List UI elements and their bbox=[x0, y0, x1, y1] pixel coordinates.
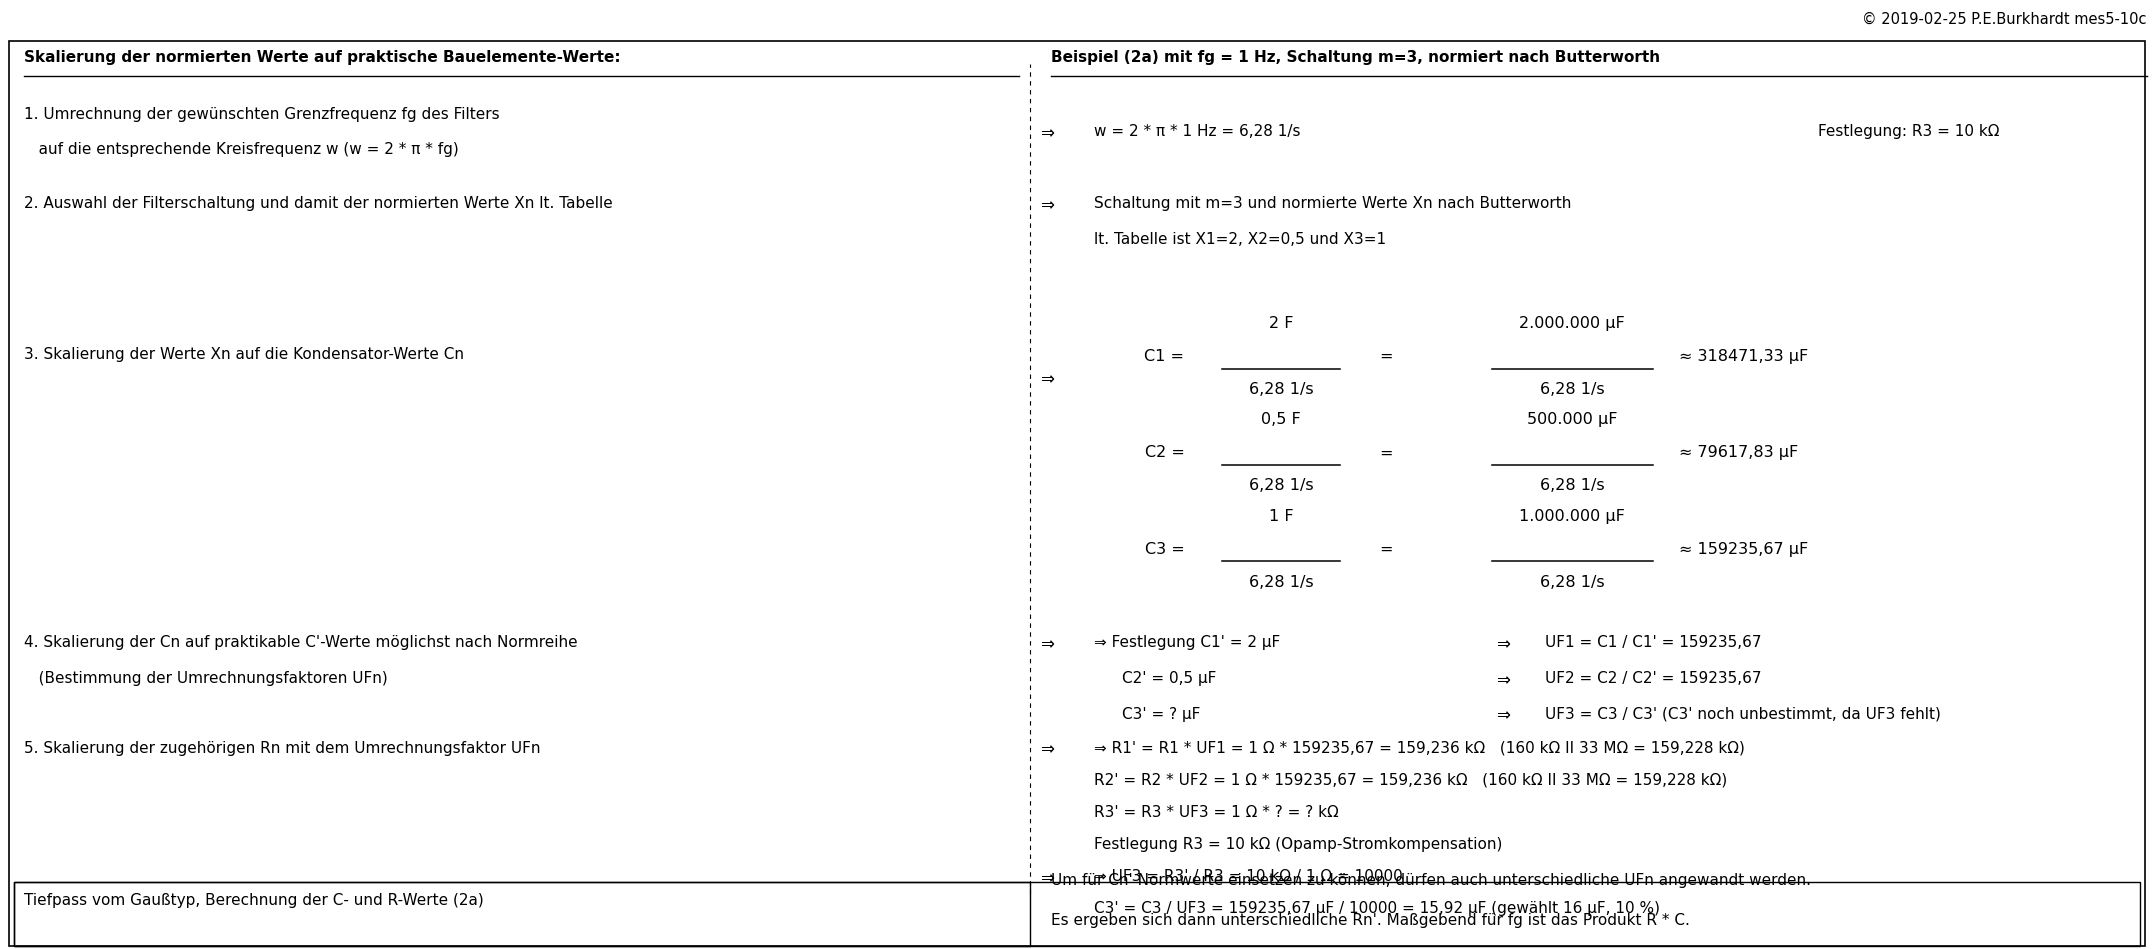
Text: C3 =: C3 = bbox=[1144, 542, 1185, 556]
Text: Festlegung R3 = 10 kΩ (Opamp-Stromkompensation): Festlegung R3 = 10 kΩ (Opamp-Stromkompen… bbox=[1094, 837, 1503, 852]
Text: ⇒: ⇒ bbox=[1495, 707, 1510, 725]
Text: © 2019-02-25 P.E.Burkhardt mes5-10c: © 2019-02-25 P.E.Burkhardt mes5-10c bbox=[1863, 12, 2148, 28]
Text: 6,28 1/s: 6,28 1/s bbox=[1540, 382, 1605, 397]
Text: C2' = 0,5 μF: C2' = 0,5 μF bbox=[1122, 671, 1217, 686]
Text: =: = bbox=[1379, 542, 1391, 556]
Text: 2.000.000 μF: 2.000.000 μF bbox=[1519, 316, 1624, 331]
Text: Es ergeben sich dann unterschiedliche Rn'. Maßgebend für fg ist das Produkt R * : Es ergeben sich dann unterschiedliche Rn… bbox=[1051, 913, 1691, 928]
Text: lt. Tabelle ist X1=2, X2=0,5 und X3=1: lt. Tabelle ist X1=2, X2=0,5 und X3=1 bbox=[1094, 233, 1387, 247]
Text: auf die entsprechende Kreisfrequenz w (w = 2 * π * fg): auf die entsprechende Kreisfrequenz w (w… bbox=[24, 142, 459, 158]
Text: 3. Skalierung der Werte Xn auf die Kondensator-Werte Cn: 3. Skalierung der Werte Xn auf die Konde… bbox=[24, 347, 465, 363]
Text: Um für Cn' Normwerte einsetzen zu können, dürfen auch unterschiedliche UFn angew: Um für Cn' Normwerte einsetzen zu können… bbox=[1051, 873, 1812, 887]
Text: ⇒: ⇒ bbox=[1040, 740, 1053, 758]
Text: Skalierung der normierten Werte auf praktische Bauelemente-Werte:: Skalierung der normierten Werte auf prak… bbox=[24, 50, 620, 65]
Text: (Bestimmung der Umrechnungsfaktoren UFn): (Bestimmung der Umrechnungsfaktoren UFn) bbox=[24, 671, 388, 686]
Text: Schaltung mit m=3 und normierte Werte Xn nach Butterworth: Schaltung mit m=3 und normierte Werte Xn… bbox=[1094, 196, 1572, 212]
Text: 6,28 1/s: 6,28 1/s bbox=[1540, 574, 1605, 589]
Text: w = 2 * π * 1 Hz = 6,28 1/s: w = 2 * π * 1 Hz = 6,28 1/s bbox=[1094, 124, 1301, 140]
Text: 6,28 1/s: 6,28 1/s bbox=[1249, 382, 1314, 397]
Text: C3' = ? μF: C3' = ? μF bbox=[1122, 707, 1200, 721]
Text: ≈ 159235,67 μF: ≈ 159235,67 μF bbox=[1678, 542, 1807, 556]
Text: 6,28 1/s: 6,28 1/s bbox=[1249, 574, 1314, 589]
Text: C1 =: C1 = bbox=[1144, 349, 1185, 364]
Text: ⇒ UF3 = R3' / R3 = 10 kΩ / 1 Ω = 10000: ⇒ UF3 = R3' / R3 = 10 kΩ / 1 Ω = 10000 bbox=[1094, 869, 1402, 884]
Text: R2' = R2 * UF2 = 1 Ω * 159235,67 = 159,236 kΩ   (160 kΩ II 33 MΩ = 159,228 kΩ): R2' = R2 * UF2 = 1 Ω * 159235,67 = 159,2… bbox=[1094, 772, 1728, 788]
Text: ⇒: ⇒ bbox=[1495, 635, 1510, 653]
Text: ≈ 79617,83 μF: ≈ 79617,83 μF bbox=[1678, 445, 1799, 460]
Text: UF2 = C2 / C2' = 159235,67: UF2 = C2 / C2' = 159235,67 bbox=[1544, 671, 1762, 686]
Text: 0,5 F: 0,5 F bbox=[1262, 412, 1301, 427]
Text: 5. Skalierung der zugehörigen Rn mit dem Umrechnungsfaktor UFn: 5. Skalierung der zugehörigen Rn mit dem… bbox=[24, 740, 541, 755]
Text: R3' = R3 * UF3 = 1 Ω * ? = ? kΩ: R3' = R3 * UF3 = 1 Ω * ? = ? kΩ bbox=[1094, 805, 1340, 820]
Text: 1. Umrechnung der gewünschten Grenzfrequenz fg des Filters: 1. Umrechnung der gewünschten Grenzfrequ… bbox=[24, 106, 500, 121]
Text: 6,28 1/s: 6,28 1/s bbox=[1249, 478, 1314, 493]
Text: 500.000 μF: 500.000 μF bbox=[1527, 412, 1618, 427]
Text: 2. Auswahl der Filterschaltung und damit der normierten Werte Xn lt. Tabelle: 2. Auswahl der Filterschaltung und damit… bbox=[24, 196, 614, 212]
Text: ⇒: ⇒ bbox=[1040, 124, 1053, 142]
Bar bbox=[13, 882, 2141, 946]
Text: Festlegung: R3 = 10 kΩ: Festlegung: R3 = 10 kΩ bbox=[1818, 124, 1999, 140]
Bar bbox=[13, 882, 1030, 946]
Text: 1 F: 1 F bbox=[1269, 509, 1292, 524]
Text: UF1 = C1 / C1' = 159235,67: UF1 = C1 / C1' = 159235,67 bbox=[1544, 635, 1762, 650]
Text: =: = bbox=[1379, 349, 1391, 364]
Text: C2 =: C2 = bbox=[1144, 445, 1185, 460]
Text: =: = bbox=[1379, 445, 1391, 460]
Text: ⇒: ⇒ bbox=[1495, 671, 1510, 689]
Text: Beispiel (2a) mit fg = 1 Hz, Schaltung m=3, normiert nach Butterworth: Beispiel (2a) mit fg = 1 Hz, Schaltung m… bbox=[1051, 50, 1661, 65]
Text: ⇒: ⇒ bbox=[1040, 196, 1053, 214]
Text: 4. Skalierung der Cn auf praktikable C'-Werte möglichst nach Normreihe: 4. Skalierung der Cn auf praktikable C'-… bbox=[24, 635, 577, 650]
Text: 1.000.000 μF: 1.000.000 μF bbox=[1519, 509, 1624, 524]
Text: ≈ 318471,33 μF: ≈ 318471,33 μF bbox=[1678, 349, 1807, 364]
Text: ⇒ Festlegung C1' = 2 μF: ⇒ Festlegung C1' = 2 μF bbox=[1094, 635, 1279, 650]
Text: ⇒ R1' = R1 * UF1 = 1 Ω * 159235,67 = 159,236 kΩ   (160 kΩ II 33 MΩ = 159,228 kΩ): ⇒ R1' = R1 * UF1 = 1 Ω * 159235,67 = 159… bbox=[1094, 740, 1745, 755]
Text: ⇒: ⇒ bbox=[1040, 371, 1053, 389]
Text: 2 F: 2 F bbox=[1269, 316, 1292, 331]
Text: ⇒: ⇒ bbox=[1040, 635, 1053, 653]
Text: Tiefpass vom Gaußtyp, Berechnung der C- und R-Werte (2a): Tiefpass vom Gaußtyp, Berechnung der C- … bbox=[24, 893, 485, 908]
Text: ⇒: ⇒ bbox=[1040, 869, 1053, 887]
Text: 6,28 1/s: 6,28 1/s bbox=[1540, 478, 1605, 493]
Text: C3' = C3 / UF3 = 159235,67 μF / 10000 = 15,92 μF (gewählt 16 μF, 10 %): C3' = C3 / UF3 = 159235,67 μF / 10000 = … bbox=[1094, 901, 1661, 916]
Text: UF3 = C3 / C3' (C3' noch unbestimmt, da UF3 fehlt): UF3 = C3 / C3' (C3' noch unbestimmt, da … bbox=[1544, 707, 1941, 721]
